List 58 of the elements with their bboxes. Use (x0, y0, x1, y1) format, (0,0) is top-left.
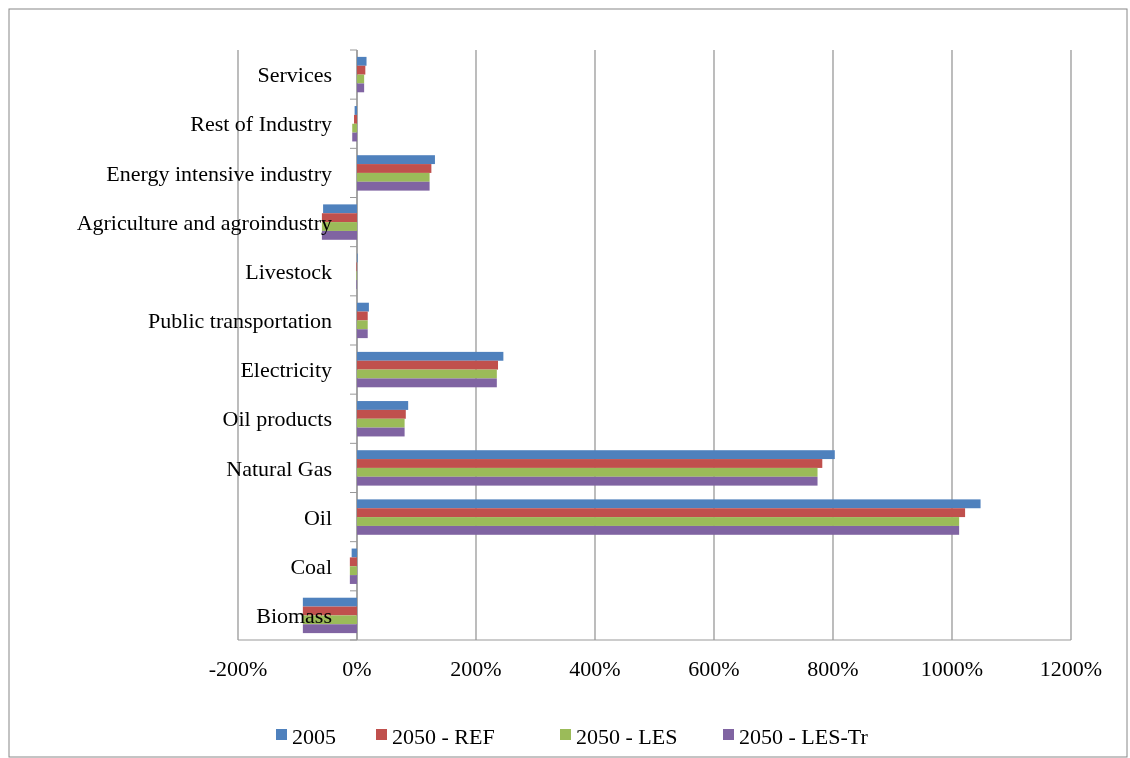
bar (357, 476, 818, 486)
bar (357, 311, 368, 321)
bar (357, 378, 497, 388)
x-tick-label: 400% (569, 656, 621, 681)
bar (357, 401, 409, 410)
bar (302, 624, 357, 634)
bar (357, 83, 365, 93)
legend-label: 2050 - LES-Tr (739, 723, 869, 749)
bar (357, 155, 435, 165)
y-tick-label: Services (257, 62, 332, 88)
y-tick-label: Energy intensive industry (106, 160, 332, 186)
bar (354, 114, 357, 124)
bar (357, 459, 823, 468)
x-tick-label: 200% (450, 656, 502, 681)
bar (357, 164, 432, 173)
bar (352, 132, 357, 142)
legend-label: 2050 - LES (576, 723, 678, 749)
bar (357, 450, 835, 460)
bar (357, 320, 368, 330)
y-tick-label: Oil products (222, 406, 332, 432)
x-tick-label: 1200% (1039, 656, 1103, 681)
y-tick-label: Public transportation (148, 308, 332, 334)
x-tick-label: 600% (688, 656, 740, 681)
legend-label: 2050 - REF (392, 723, 495, 749)
bar (357, 56, 367, 66)
bar (357, 65, 366, 75)
bar (357, 517, 960, 526)
x-tick-label: 1000% (920, 656, 984, 681)
bar (349, 566, 357, 576)
bar (357, 418, 405, 428)
x-tick-label: 0% (342, 656, 372, 681)
x-tick-label: 800% (807, 656, 859, 681)
x-tick-label: -200% (208, 656, 268, 681)
bar (357, 329, 368, 339)
y-tick-label: Coal (290, 553, 332, 579)
y-tick-label: Oil (303, 504, 332, 530)
bar (357, 409, 406, 419)
bar (352, 123, 357, 133)
bar (357, 369, 497, 379)
bar (357, 302, 369, 312)
bar (357, 360, 499, 370)
bar (357, 427, 405, 437)
y-tick-label: Electricity (240, 357, 332, 383)
bar (349, 557, 357, 567)
bar (349, 575, 357, 584)
bar (357, 351, 504, 361)
bar (357, 172, 430, 182)
bar (357, 525, 960, 535)
bar (357, 499, 981, 509)
y-tick-label: Natural Gas (226, 455, 332, 481)
bar (357, 181, 430, 191)
y-tick-label: Rest of Industry (190, 111, 332, 137)
bar (357, 508, 966, 518)
bar (302, 597, 357, 607)
legend-label: 2005 (292, 723, 336, 749)
bar (323, 204, 357, 214)
bar (357, 467, 818, 477)
y-tick-label: Livestock (245, 258, 332, 284)
